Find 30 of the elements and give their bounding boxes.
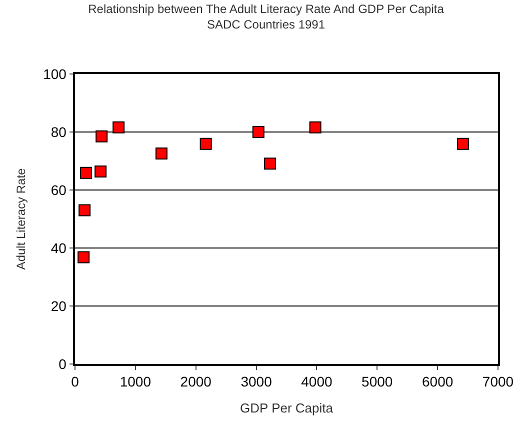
x-tick-label: 3000: [240, 374, 272, 390]
point: [78, 204, 91, 216]
y-tick-label: 40: [50, 240, 67, 256]
point: [80, 166, 92, 179]
x-tick-label: 7000: [482, 374, 514, 390]
point: [200, 138, 212, 150]
point: [309, 121, 322, 134]
point: [252, 126, 264, 138]
x-tick-label: 2000: [180, 374, 212, 390]
x-tick-label: 0: [71, 374, 80, 390]
y-tick-label: 60: [50, 182, 67, 198]
point: [96, 130, 108, 142]
point: [155, 147, 168, 160]
y-tick-label: 20: [50, 298, 67, 314]
chart-title: Relationship between The Adult Literacy Rate And GDP Per Capita: [88, 2, 444, 16]
y-tick-label: 0: [58, 356, 67, 372]
point: [94, 165, 107, 178]
y-tick-label: 80: [50, 124, 67, 140]
x-tick-label: 6000: [422, 374, 454, 390]
x-tick-label: 1000: [120, 374, 152, 390]
x-tick-label: 5000: [362, 374, 393, 390]
point: [78, 251, 90, 264]
y-tick-label: 100: [43, 66, 67, 82]
point: [112, 121, 125, 134]
x-axis-title: GDP Per Capita: [240, 400, 334, 416]
y-axis-title: Adult Literacy Rate: [14, 168, 28, 270]
point: [264, 158, 276, 170]
point: [456, 138, 469, 150]
x-tick-label: 4000: [301, 374, 332, 390]
chart-subtitle: SADC Countries 1991: [206, 17, 326, 32]
